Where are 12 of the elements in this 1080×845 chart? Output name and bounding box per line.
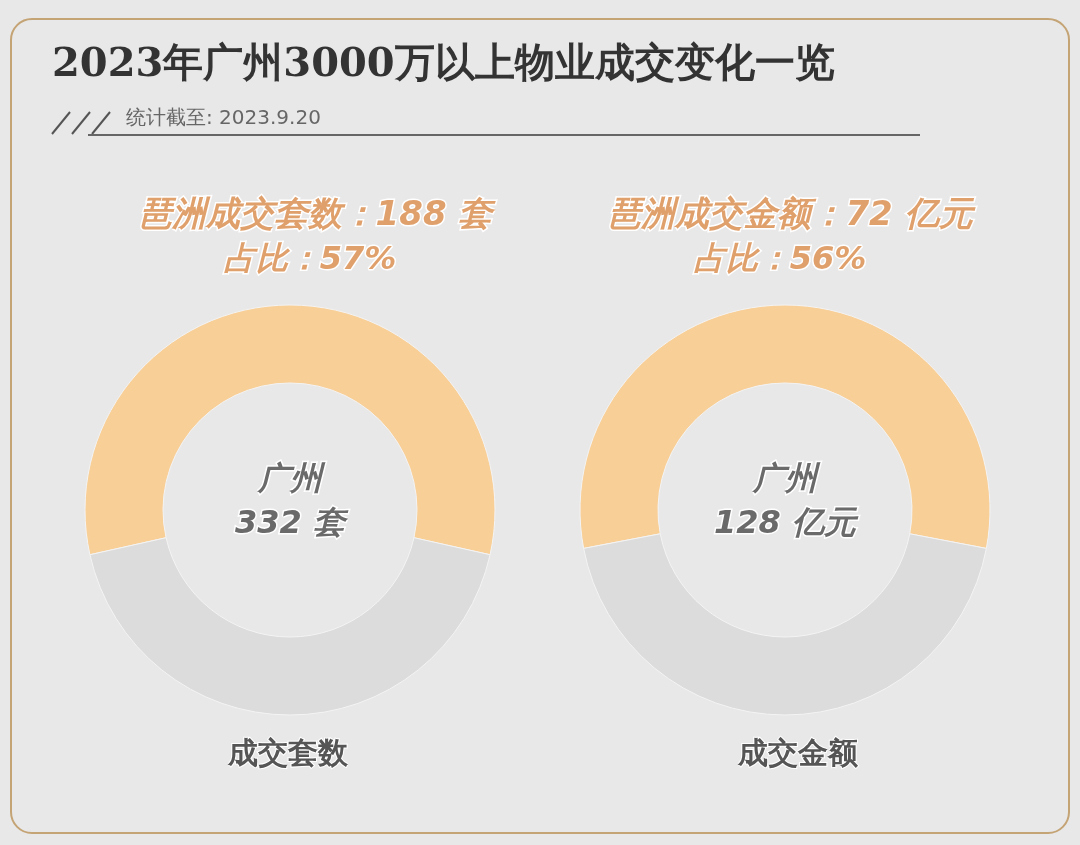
text: 成交套数 [227, 734, 349, 770]
text: 128 亿元 [714, 503, 859, 541]
text: 广州 [751, 459, 821, 497]
text: 统计截至: 2023.9.20 [126, 104, 321, 130]
text: 占比：57% [223, 239, 397, 277]
text: 2023年广州3000万以上物业成交变化一览 [52, 37, 835, 87]
text: 332 套 [235, 503, 349, 541]
text: 广州 [256, 459, 326, 497]
text: 占比：56% [693, 239, 867, 277]
text: 琶洲成交金额：72 亿元 [607, 193, 976, 233]
text: 琶洲成交套数：188 套 [137, 193, 497, 233]
text: 成交金额 [737, 734, 858, 770]
